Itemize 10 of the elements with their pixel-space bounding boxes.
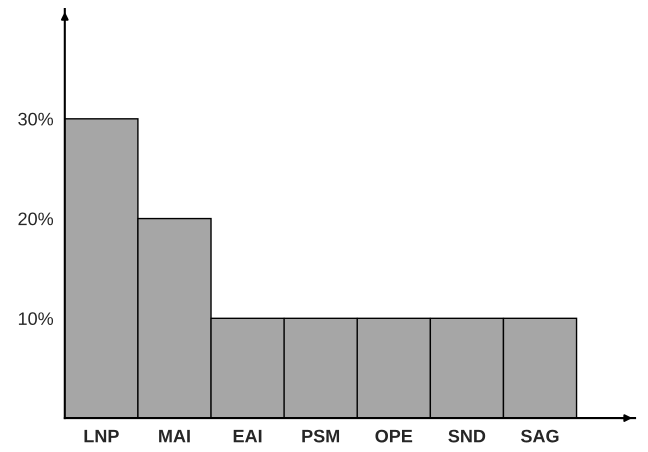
y-tick-label: 20% [18,212,54,226]
x-tick-label: LNP [84,430,119,442]
x-tick-label: OPE [375,430,412,442]
x-tick-label: EAI [234,430,262,442]
y-tick-label: 10% [18,312,54,326]
x-tick-label: SAG [520,430,558,442]
x-tick-label: SND [448,430,486,442]
x-tick-label: PSM [302,430,340,442]
x-tick-label: MAI [159,430,190,442]
y-tick-label: 30% [18,112,54,126]
